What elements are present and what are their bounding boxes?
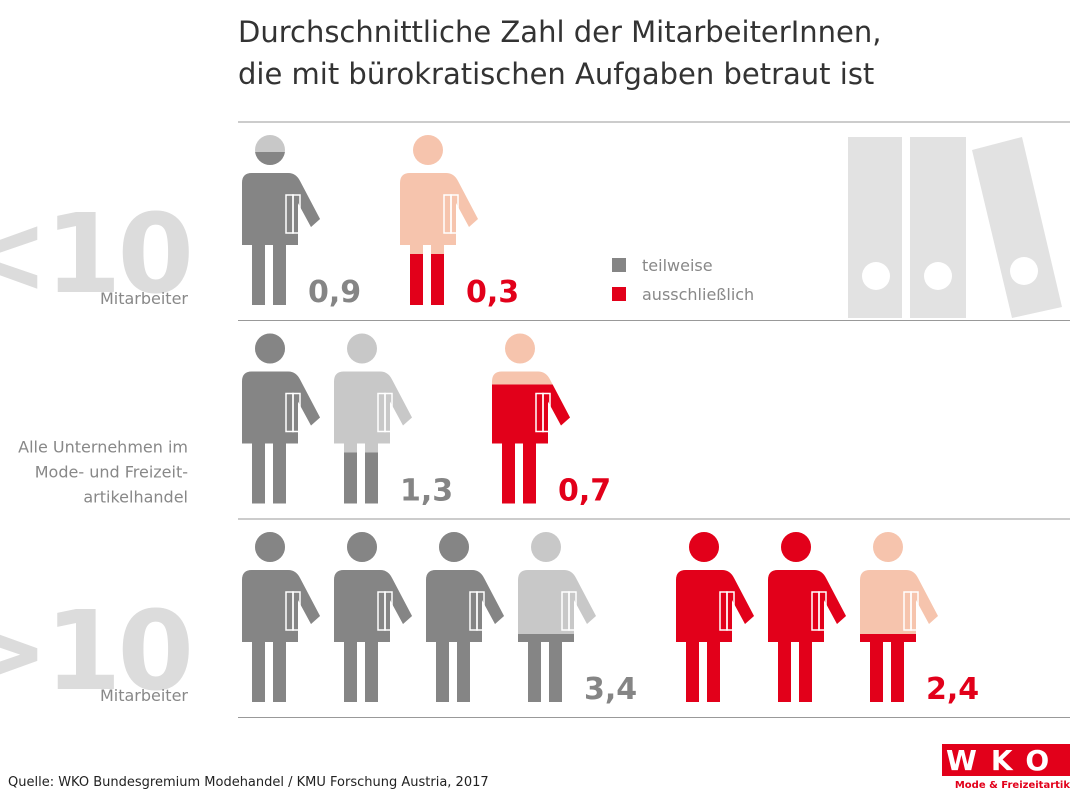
person-filled: [242, 532, 320, 702]
legend-swatch: [612, 287, 626, 301]
infographic: Durchschnittliche Zahl der MitarbeiterIn…: [0, 0, 1070, 791]
person-icon: [768, 532, 846, 702]
person-icon: [334, 532, 412, 702]
legend-label: ausschließlich: [642, 285, 754, 304]
legend-label: teilweise: [642, 256, 713, 275]
row-label: Mode- und Freizeit-: [35, 463, 188, 482]
person-icon: [242, 532, 320, 702]
value-label: 2,4: [926, 672, 979, 707]
value-label: 1,3: [400, 474, 453, 509]
row-label: Alle Unternehmen im: [18, 438, 188, 457]
title-line: Durchschnittliche Zahl der MitarbeiterIn…: [238, 15, 881, 49]
person-filled: [426, 532, 504, 702]
row-label: Mitarbeiter: [100, 686, 188, 705]
person-icon: [426, 532, 504, 702]
person-filled: [676, 532, 754, 702]
person-filled: [768, 532, 846, 702]
binders-decoration: [848, 137, 1062, 318]
title-line: die mit bürokratischen Aufgaben betraut …: [238, 57, 874, 91]
logo: WKO: [946, 744, 1063, 777]
page: Durchschnittliche Zahl der MitarbeiterIn…: [0, 0, 1070, 791]
person-icon: [242, 334, 320, 504]
person-filled: [334, 532, 412, 702]
value-label: 3,4: [584, 672, 637, 707]
value-label: 0,3: [466, 275, 519, 310]
value-label: 0,7: [558, 474, 611, 509]
logo-subtitle: Mode & Freizeitartik: [955, 780, 1070, 791]
legend-swatch: [612, 258, 626, 272]
value-label: 0,9: [308, 275, 361, 310]
person-icon: [676, 532, 754, 702]
source: Quelle: WKO Bundesgremium Modehandel / K…: [8, 775, 489, 790]
row-label: artikelhandel: [83, 488, 188, 507]
person-filled: [242, 334, 320, 504]
row-label: Mitarbeiter: [100, 289, 188, 308]
